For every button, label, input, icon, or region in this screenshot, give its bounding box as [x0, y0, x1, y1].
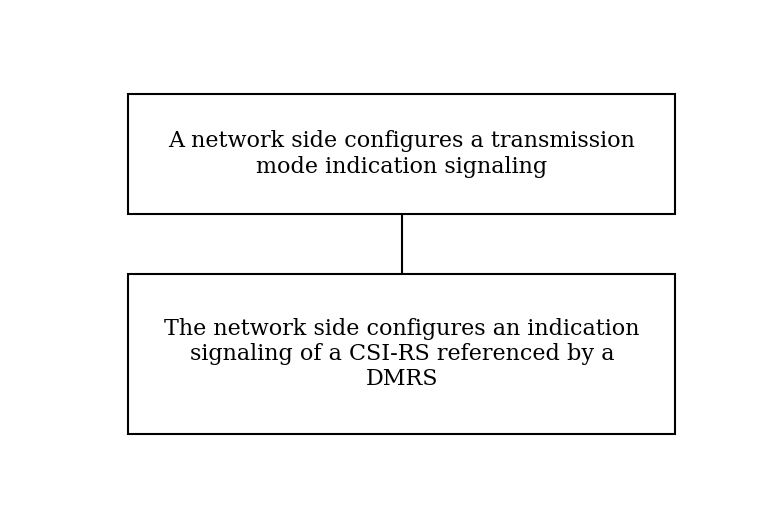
- FancyBboxPatch shape: [129, 94, 675, 214]
- Text: A network side configures a transmission
mode indication signaling: A network side configures a transmission…: [169, 130, 635, 178]
- Text: The network side configures an indication
signaling of a CSI-RS referenced by a
: The network side configures an indicatio…: [164, 318, 640, 390]
- FancyBboxPatch shape: [129, 274, 675, 434]
